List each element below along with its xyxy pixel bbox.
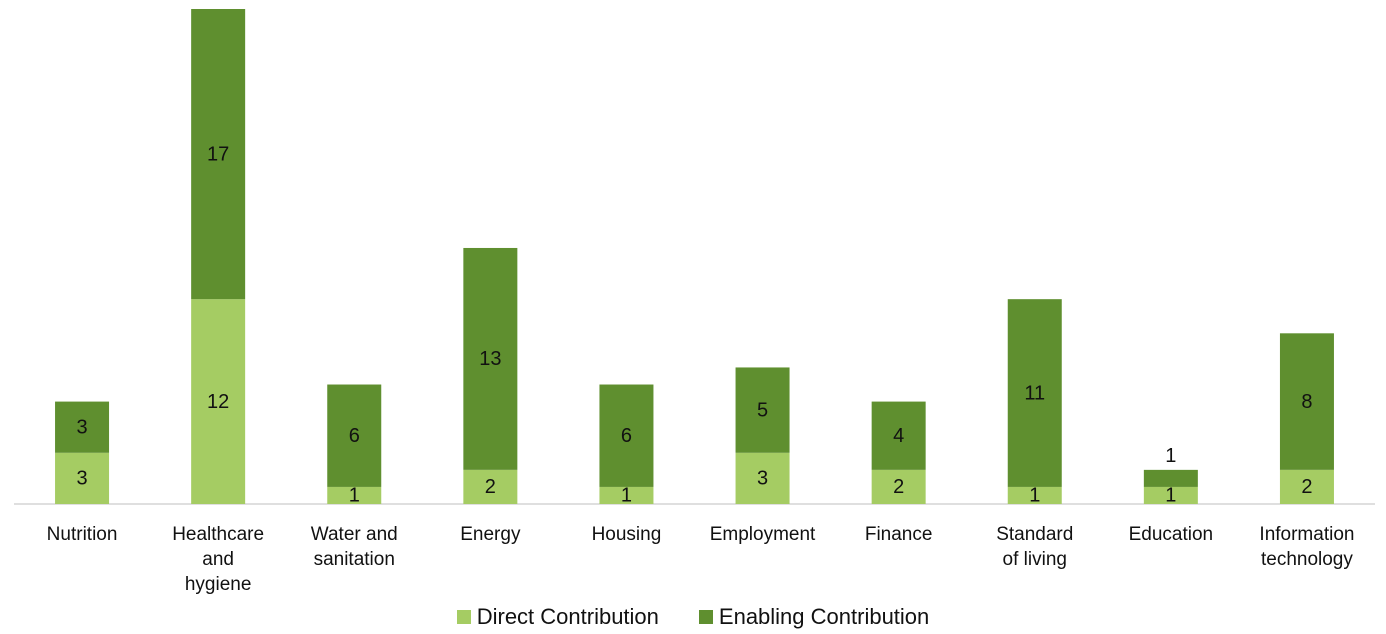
legend-label: Direct Contribution xyxy=(476,604,659,629)
bar-segment xyxy=(1007,299,1062,487)
legend-swatch xyxy=(456,610,471,624)
bar-segment xyxy=(463,469,518,504)
data-label: 1 xyxy=(1165,445,1176,467)
legend: Direct Contribution Enabling Contribution xyxy=(0,604,1386,630)
bar-segment xyxy=(1143,486,1198,504)
bar-segment xyxy=(191,9,246,300)
data-label: 5 xyxy=(757,399,768,421)
x-tick-label: Nutrition xyxy=(46,524,118,545)
legend-item: Direct Contribution xyxy=(456,604,659,630)
x-tick-label: Healthcare and hygiene xyxy=(172,524,265,595)
x-tick-label: Education xyxy=(1128,524,1214,545)
data-label: 3 xyxy=(76,468,87,490)
data-label: 13 xyxy=(479,348,501,370)
bar-segment xyxy=(871,469,926,504)
bar-segment xyxy=(1279,333,1334,470)
bar-segment xyxy=(735,367,790,453)
x-tick-label: Information technology xyxy=(1259,524,1355,570)
data-label: 2 xyxy=(1301,476,1312,498)
data-label: 11 xyxy=(1024,382,1045,404)
bar-segment xyxy=(55,401,110,453)
data-label: 1 xyxy=(1165,485,1176,507)
bar-segment xyxy=(599,486,654,504)
data-label: 12 xyxy=(207,391,229,413)
bar-segment xyxy=(463,247,518,470)
data-label: 1 xyxy=(1029,485,1040,507)
data-label: 17 xyxy=(207,143,229,165)
bar-segment xyxy=(1143,469,1198,487)
bar-segment xyxy=(1007,486,1062,504)
bar-segment xyxy=(735,452,790,504)
x-tick-label: Housing xyxy=(591,524,662,545)
x-tick-label: Energy xyxy=(460,524,521,545)
x-tick-label: Finance xyxy=(864,524,933,545)
bar-segment xyxy=(327,486,382,504)
legend-item: Enabling Contribution xyxy=(698,604,930,630)
legend-label: Enabling Contribution xyxy=(718,604,930,629)
data-label: 2 xyxy=(485,476,496,498)
bar-segment xyxy=(327,384,382,487)
bar-segment xyxy=(599,384,654,487)
data-label: 6 xyxy=(621,425,632,447)
data-label: 1 xyxy=(621,485,632,507)
legend-swatch xyxy=(698,610,713,624)
x-tick-label: Water and sanitation xyxy=(310,524,398,570)
bar-segment xyxy=(191,299,246,504)
data-label: 3 xyxy=(757,468,768,490)
data-label: 3 xyxy=(76,416,87,438)
bar-segment xyxy=(55,452,110,504)
x-tick-label: Employment xyxy=(709,524,816,545)
x-tick-label: Standard of living xyxy=(996,524,1074,570)
data-label: 4 xyxy=(893,425,904,447)
data-label: 6 xyxy=(349,425,360,447)
bar-segment xyxy=(1279,469,1334,504)
data-label: 8 xyxy=(1301,391,1312,413)
data-label: 1 xyxy=(349,485,360,507)
bar-segment xyxy=(871,401,926,470)
data-label: 2 xyxy=(893,476,904,498)
